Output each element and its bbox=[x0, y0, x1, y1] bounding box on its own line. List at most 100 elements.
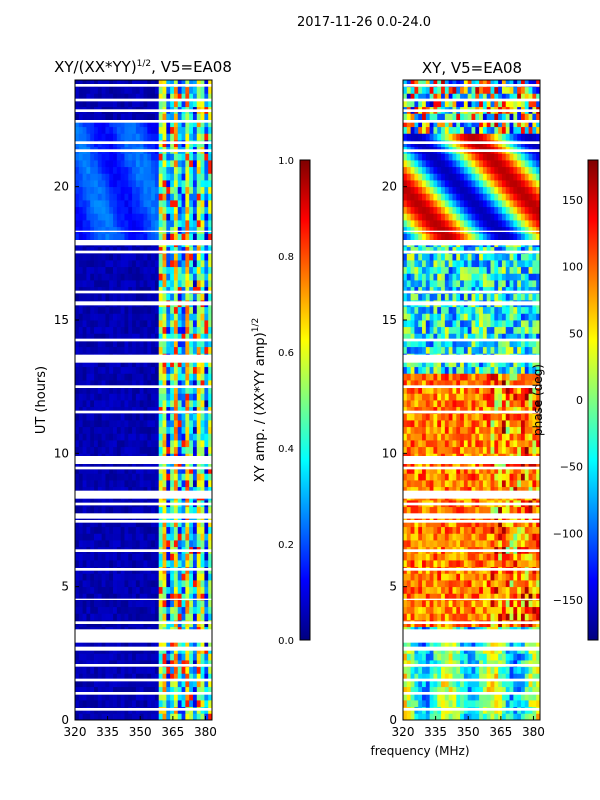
amp-heatmap-cell bbox=[173, 340, 179, 348]
amp-heatmap-cell bbox=[90, 220, 95, 228]
amp-heatmap-cell bbox=[116, 473, 122, 481]
amp-heatmap-cell bbox=[196, 286, 201, 294]
amp-heatmap-cell bbox=[177, 673, 182, 681]
amp-heatmap-cell bbox=[158, 433, 163, 441]
amp-heatmap-cell bbox=[173, 266, 179, 274]
phase-heatmap-cell bbox=[418, 640, 423, 648]
amp-heatmap-cell bbox=[196, 506, 201, 514]
amp-heatmap-cell bbox=[143, 640, 148, 648]
amp-heatmap-cell bbox=[181, 166, 186, 174]
amp-heatmap-cell bbox=[82, 413, 87, 421]
phase-heatmap-cell bbox=[437, 533, 442, 541]
amp-heatmap-cell bbox=[78, 220, 84, 228]
phase-heatmap-cell bbox=[479, 580, 484, 588]
phase-heatmap-cell bbox=[403, 526, 408, 534]
amp-heatmap-cell bbox=[162, 286, 167, 294]
amp-heatmap-cell bbox=[166, 360, 171, 368]
amp-heatmap-cell bbox=[158, 193, 163, 201]
amp-heatmap-cell bbox=[173, 660, 179, 668]
amp-heatmap-cell bbox=[158, 693, 163, 701]
amp-heatmap-cell bbox=[75, 200, 80, 208]
amp-heatmap-cell bbox=[120, 440, 125, 448]
amp-heatmap-cell bbox=[143, 446, 148, 454]
amp-heatmap-cell bbox=[158, 80, 163, 88]
amp-heatmap-cell bbox=[185, 713, 190, 721]
amp-flagged-gap bbox=[75, 120, 212, 123]
amp-heatmap-cell bbox=[189, 440, 194, 448]
amp-heatmap-cell bbox=[90, 126, 95, 134]
amp-heatmap-cell bbox=[162, 440, 167, 448]
phase-heatmap-cell bbox=[460, 700, 465, 708]
amp-heatmap-cell bbox=[101, 666, 106, 674]
amp-heatmap-cell bbox=[147, 260, 152, 268]
phase-heatmap-cell bbox=[513, 700, 518, 708]
amp-heatmap-cell bbox=[113, 520, 118, 528]
amp-heatmap-cell bbox=[132, 160, 137, 168]
amp-heatmap-cell bbox=[192, 273, 198, 281]
phase-heatmap-cell bbox=[452, 533, 457, 541]
amp-colorbar-tick-label: 0.2 bbox=[278, 540, 294, 551]
phase-heatmap-cell bbox=[452, 553, 457, 561]
amp-heatmap-cell bbox=[135, 286, 141, 294]
amp-heatmap-cell bbox=[170, 113, 175, 121]
amp-heatmap-cell bbox=[166, 480, 171, 488]
phase-heatmap-cell bbox=[486, 653, 491, 661]
amp-heatmap-cell bbox=[139, 660, 144, 668]
amp-heatmap-cell bbox=[94, 246, 99, 254]
amp-heatmap-cell bbox=[151, 166, 156, 174]
phase-heatmap-cell bbox=[471, 673, 476, 681]
amp-heatmap-cell bbox=[143, 560, 148, 568]
amp-heatmap-cell bbox=[90, 206, 95, 214]
phase-heatmap-cell bbox=[520, 700, 526, 708]
amp-heatmap-cell bbox=[109, 700, 114, 708]
phase-heatmap-cell bbox=[471, 586, 476, 594]
amp-heatmap-cell bbox=[82, 386, 87, 394]
amp-heatmap-cell bbox=[135, 213, 141, 221]
amp-heatmap-cell bbox=[147, 686, 152, 694]
amp-heatmap-cell bbox=[181, 593, 186, 601]
phase-heatmap-cell bbox=[479, 466, 484, 474]
amp-heatmap-cell bbox=[105, 346, 110, 354]
amp-heatmap-cell bbox=[128, 446, 133, 454]
amp-heatmap-cell bbox=[204, 693, 209, 701]
amp-heatmap-cell bbox=[124, 286, 129, 294]
amp-heatmap-cell bbox=[177, 520, 182, 528]
amp-heatmap-cell bbox=[109, 180, 114, 188]
amp-heatmap-cell bbox=[173, 420, 179, 428]
amp-heatmap-cell bbox=[82, 613, 87, 621]
amp-heatmap-cell bbox=[181, 573, 186, 581]
phase-heatmap-cell bbox=[441, 533, 446, 541]
phase-heatmap-cell bbox=[460, 593, 465, 601]
amp-heatmap-cell bbox=[90, 553, 95, 561]
phase-heatmap-cell bbox=[433, 653, 438, 661]
amp-heatmap-cell bbox=[192, 246, 198, 254]
amp-heatmap-cell bbox=[86, 193, 91, 201]
amp-heatmap-cell bbox=[192, 360, 198, 368]
amp-heatmap-cell bbox=[109, 380, 114, 388]
amp-heatmap-cell bbox=[113, 373, 118, 381]
amp-heatmap-cell bbox=[101, 133, 106, 141]
amp-heatmap-cell bbox=[162, 686, 167, 694]
amp-heatmap-cell bbox=[181, 86, 186, 94]
amp-heatmap-cell bbox=[151, 406, 156, 414]
amp-heatmap-cell bbox=[181, 506, 186, 514]
amp-heatmap-cell bbox=[208, 273, 213, 281]
amp-heatmap-cell bbox=[135, 700, 141, 708]
amp-heatmap-cell bbox=[94, 713, 99, 721]
amp-heatmap-cell bbox=[185, 153, 190, 161]
amp-heatmap-cell bbox=[204, 200, 209, 208]
phase-heatmap-cell bbox=[422, 520, 427, 528]
phase-heatmap-cell bbox=[463, 540, 469, 548]
phase-heatmap-cell bbox=[517, 673, 522, 681]
amp-heatmap-cell bbox=[189, 426, 194, 434]
amp-heatmap-cell bbox=[101, 393, 106, 401]
amp-heatmap-cell bbox=[78, 120, 84, 128]
amp-heatmap-cell bbox=[82, 713, 87, 721]
amp-heatmap-cell bbox=[94, 586, 99, 594]
phase-heatmap-cell bbox=[460, 560, 465, 568]
phase-heatmap-cell bbox=[482, 573, 488, 581]
amp-heatmap-cell bbox=[208, 686, 213, 694]
amp-heatmap-cell bbox=[158, 520, 163, 528]
phase-heatmap-cell bbox=[460, 573, 465, 581]
amp-heatmap-cell bbox=[139, 293, 144, 301]
